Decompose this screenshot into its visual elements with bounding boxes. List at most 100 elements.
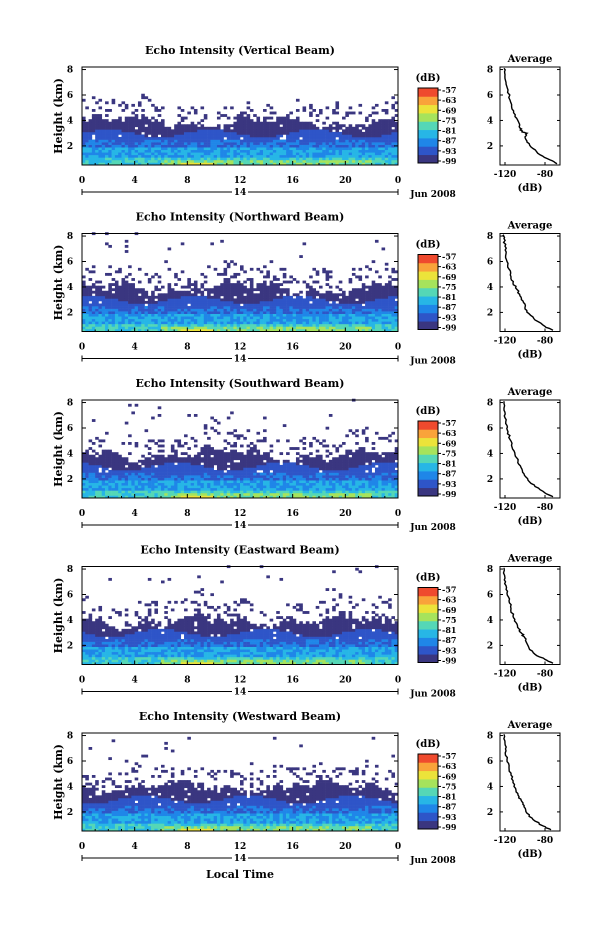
heatmap-cell (137, 280, 142, 284)
heatmap-cell (226, 490, 231, 494)
heatmap-cell (292, 137, 297, 140)
heatmap-cell (302, 326, 307, 330)
heatmap-cell (207, 323, 211, 327)
heatmap-cell (134, 311, 139, 314)
heatmap-cell (190, 154, 195, 158)
heatmap-cell (134, 328, 139, 332)
heatmap-cell (180, 459, 185, 463)
heatmap-cell (246, 487, 251, 491)
heatmap-cell (226, 283, 231, 286)
heatmap-cell (226, 313, 231, 317)
heatmap-cell (193, 295, 198, 299)
heatmap-cell (210, 131, 214, 135)
heatmap-cell (230, 480, 234, 484)
heatmap-cell (263, 124, 267, 128)
heatmap-cell (253, 131, 257, 135)
heatmap-cell (240, 265, 244, 269)
heatmap-cell (114, 290, 119, 294)
heatmap-cell (253, 149, 257, 153)
heatmap-cell (154, 126, 159, 130)
heatmap-cell (345, 147, 349, 151)
heatmap-cell (203, 313, 208, 317)
heatmap-cell (295, 321, 300, 325)
heatmap-cell (210, 426, 214, 430)
heatmap-cell (161, 126, 165, 130)
heatmap-cell (305, 139, 310, 143)
heatmap-cell (226, 454, 231, 458)
heatmap-cell (279, 152, 284, 156)
heatmap-cell (253, 288, 257, 292)
heatmap-cell (118, 162, 122, 166)
heatmap-cell (279, 293, 284, 297)
heatmap-cell (302, 467, 307, 471)
heatmap-cell (240, 495, 244, 499)
heatmap-cell (85, 152, 89, 156)
heatmap-cell (309, 111, 313, 115)
heatmap-cell (144, 134, 149, 138)
heatmap-cell (111, 278, 116, 281)
heatmap-cell (381, 313, 386, 317)
heatmap-cell (141, 124, 145, 128)
heatmap-cell (151, 300, 155, 304)
heatmap-cell (203, 280, 208, 284)
heatmap-cell (338, 152, 343, 156)
heatmap-cell (95, 452, 99, 456)
heatmap-cell (154, 475, 159, 478)
heatmap-cell (121, 472, 126, 476)
heatmap-cell (141, 147, 145, 151)
heatmap-cell (266, 139, 270, 143)
heatmap-cell (187, 490, 191, 494)
heatmap-cell (269, 285, 274, 289)
heatmap-cell (358, 103, 363, 107)
heatmap-cell (230, 328, 234, 332)
heatmap-cell (164, 480, 168, 484)
heatmap-cell (233, 137, 238, 140)
heatmap-cell (147, 149, 152, 153)
heatmap-cell (131, 300, 135, 304)
heatmap-cell (351, 152, 356, 156)
heatmap-cell (319, 162, 323, 166)
heatmap-cell (240, 459, 244, 463)
heatmap-cell (118, 116, 122, 120)
heatmap-cell (226, 298, 231, 302)
heatmap-cell (305, 124, 310, 128)
heatmap-cell (147, 313, 152, 317)
heatmap-cell (190, 134, 195, 138)
heatmap-cell (111, 98, 116, 102)
heatmap-cell (374, 313, 379, 317)
heatmap-cell (177, 131, 182, 135)
heatmap-cell (200, 316, 205, 320)
heatmap-cell (328, 295, 333, 299)
heatmap-cell (230, 475, 234, 478)
heatmap-cell (302, 313, 307, 317)
heatmap-cell (85, 467, 89, 471)
heatmap-cell (207, 313, 211, 317)
heatmap-cell (108, 313, 112, 317)
heatmap-cell (233, 326, 238, 330)
heatmap-cell (246, 121, 251, 125)
heatmap-cell (177, 290, 182, 294)
heatmap-cell (302, 109, 307, 112)
heatmap-cell (187, 142, 191, 145)
heatmap-cell (118, 303, 122, 307)
heatmap-cell (305, 321, 310, 325)
heatmap-cell (82, 495, 86, 499)
heatmap-cell (282, 472, 287, 476)
heatmap-cell (98, 308, 103, 312)
heatmap-cell (193, 303, 198, 307)
heatmap-cell (292, 495, 297, 499)
heatmap-cell (101, 154, 106, 158)
heatmap-cell (82, 480, 86, 484)
heatmap-cell (193, 328, 198, 332)
heatmap-cell (105, 308, 109, 312)
heatmap-cell (289, 131, 293, 135)
heatmap-cell (207, 295, 211, 299)
heatmap-cell (207, 472, 211, 476)
heatmap-cell (154, 121, 159, 125)
heatmap-cell (342, 316, 346, 320)
heatmap-cell (256, 323, 261, 327)
heatmap-cell (348, 280, 353, 284)
heatmap-cell (147, 98, 152, 102)
heatmap-cell (203, 139, 208, 143)
heatmap-cell (190, 144, 195, 148)
